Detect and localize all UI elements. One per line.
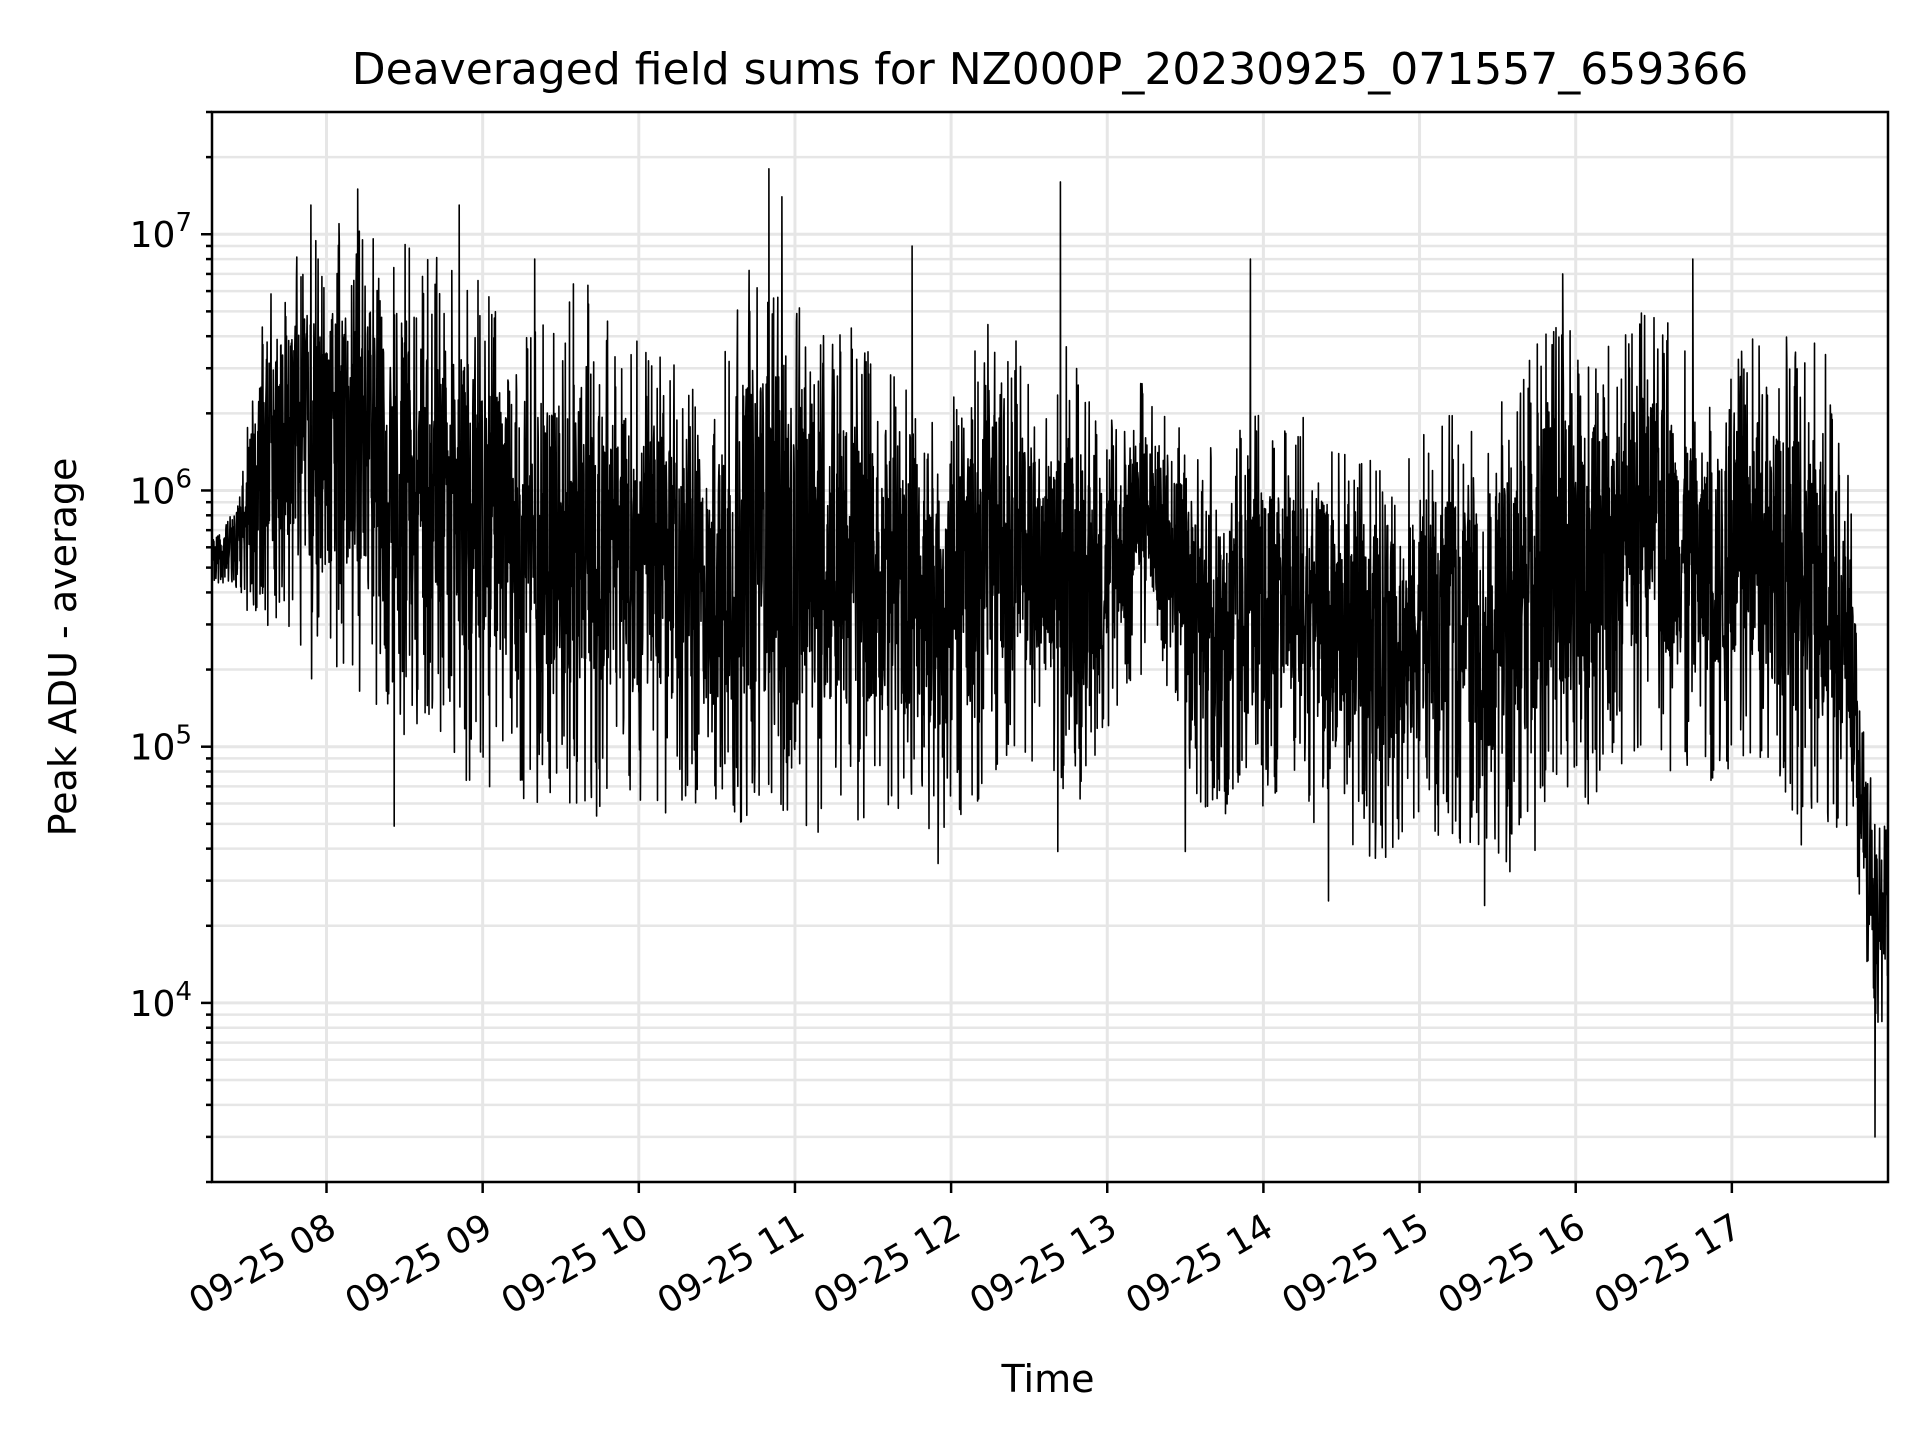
x-tick-label: 09-25 13 xyxy=(963,1206,1124,1322)
y-tick-label: 107 xyxy=(130,208,192,256)
plot-frame xyxy=(210,110,1890,1184)
y-tick-label: 106 xyxy=(130,464,192,512)
x-tick-label: 09-25 10 xyxy=(495,1206,656,1322)
y-tick-label: 104 xyxy=(130,977,192,1025)
y-tick-label: 105 xyxy=(130,721,192,769)
x-axis-label: Time xyxy=(1001,1357,1095,1401)
x-tick-label: 09-25 09 xyxy=(338,1206,499,1322)
x-tick-label: 09-25 15 xyxy=(1275,1206,1436,1322)
chart-title: Deaveraged field sums for NZ000P_2023092… xyxy=(352,44,1748,95)
series-line xyxy=(211,168,1889,1138)
y-axis: 104 105 106 107 xyxy=(130,110,212,1184)
x-tick-label: 09-25 14 xyxy=(1119,1206,1280,1322)
x-tick-label: 09-25 17 xyxy=(1588,1206,1749,1322)
y-axis-label: Peak ADU - average xyxy=(41,458,85,837)
x-tick-label: 09-25 08 xyxy=(182,1206,343,1322)
series xyxy=(211,168,1889,1138)
x-tick-label: 09-25 11 xyxy=(651,1206,812,1322)
x-tick-label: 09-25 12 xyxy=(807,1206,968,1322)
x-tick-label: 09-25 16 xyxy=(1432,1206,1593,1322)
